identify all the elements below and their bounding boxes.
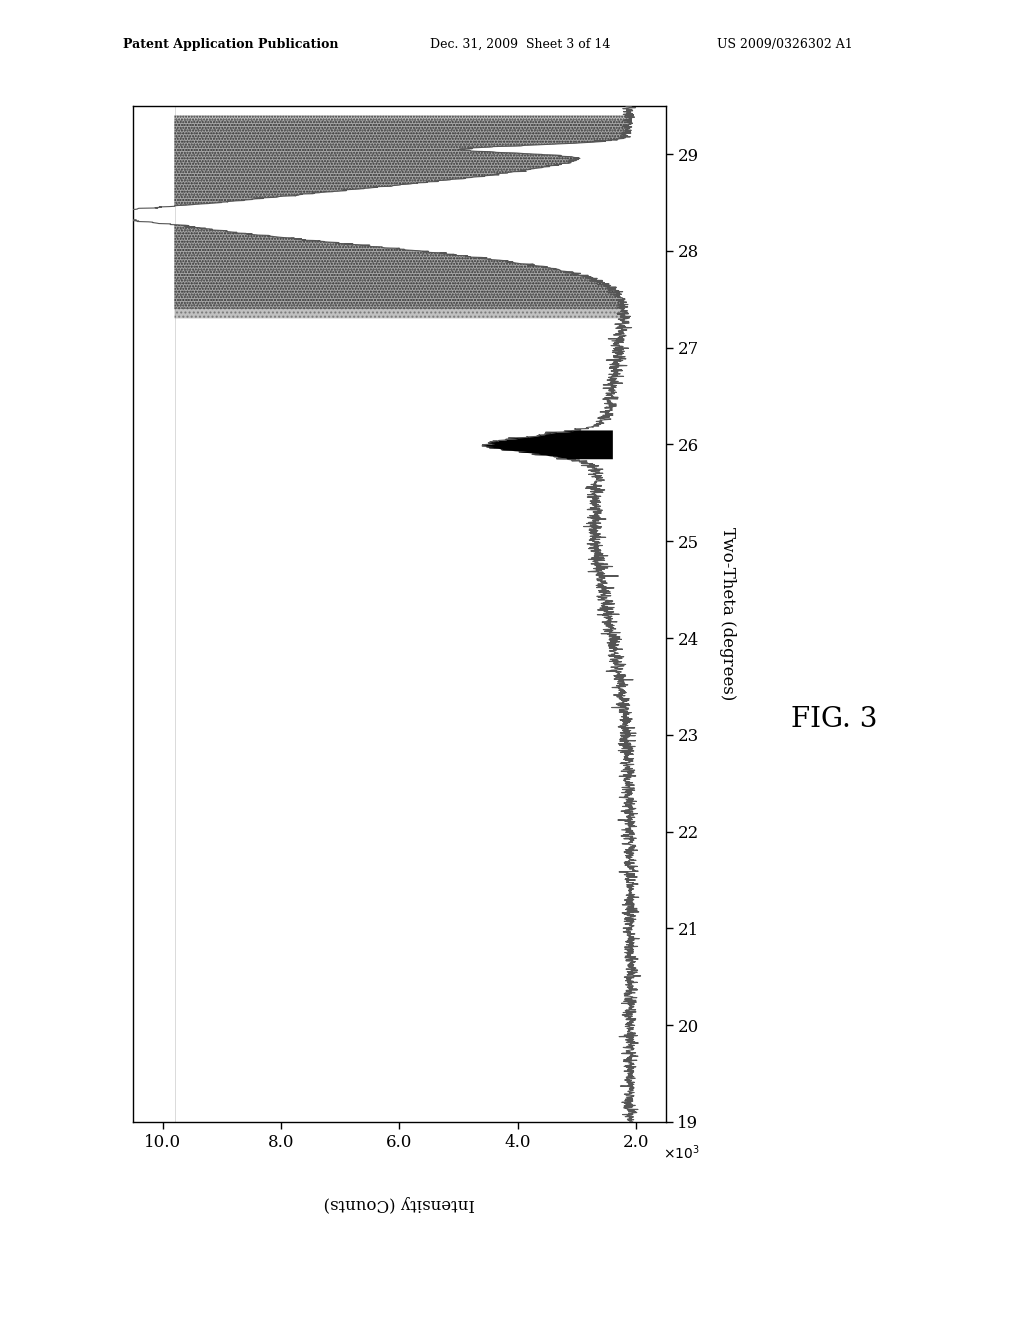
Text: Dec. 31, 2009  Sheet 3 of 14: Dec. 31, 2009 Sheet 3 of 14 xyxy=(430,37,610,50)
Text: $\times 10^3$: $\times 10^3$ xyxy=(663,1143,699,1162)
Text: FIG. 3: FIG. 3 xyxy=(792,706,878,733)
Text: Patent Application Publication: Patent Application Publication xyxy=(123,37,338,50)
Text: Intensity (Counts): Intensity (Counts) xyxy=(324,1196,475,1212)
Text: Two-Theta (degrees): Two-Theta (degrees) xyxy=(719,527,735,701)
Text: US 2009/0326302 A1: US 2009/0326302 A1 xyxy=(717,37,853,50)
